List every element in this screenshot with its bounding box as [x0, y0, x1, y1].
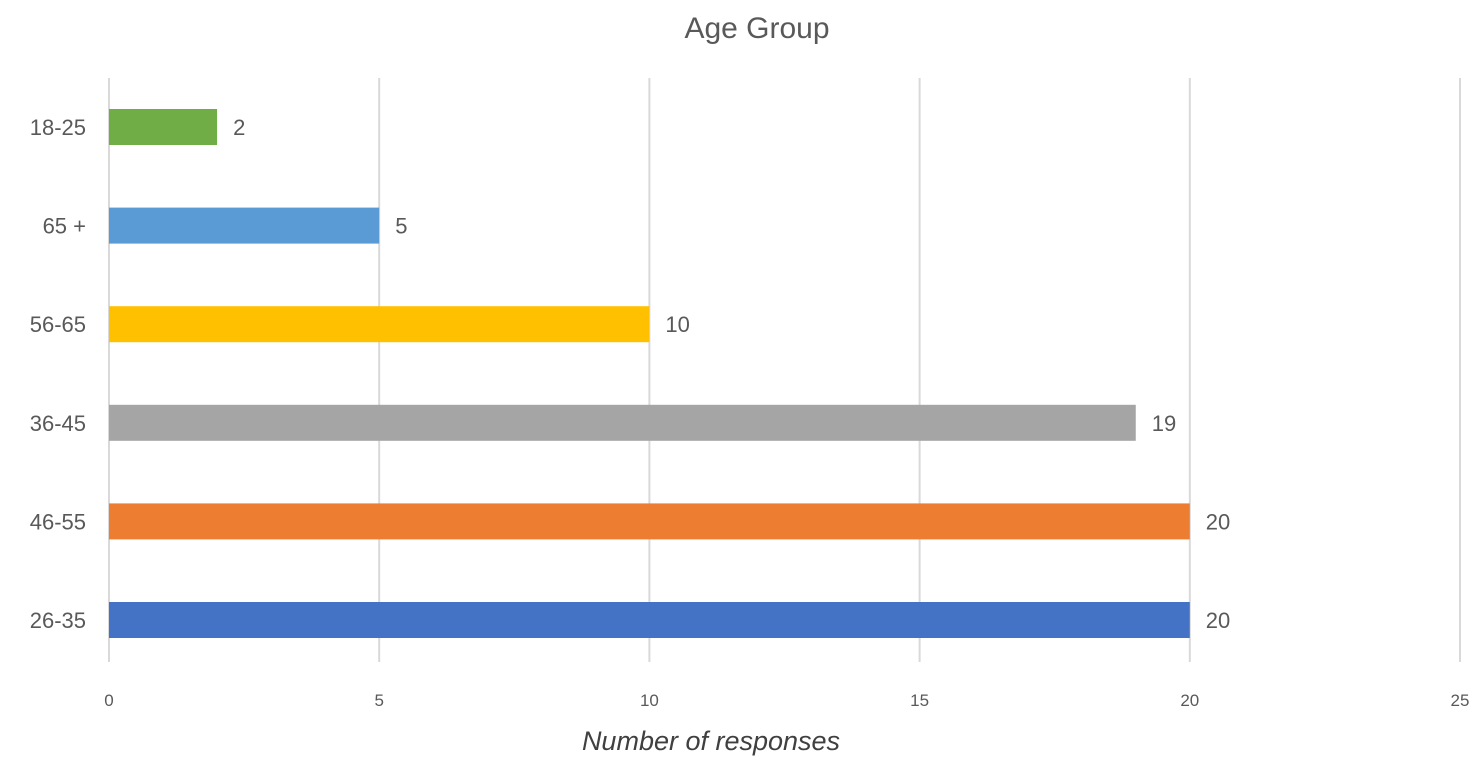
data-label: 2	[233, 115, 245, 140]
x-tick-label-0: 0	[104, 691, 113, 710]
chart-title: Age Group	[684, 12, 829, 45]
category-labels: 18-25 65 + 56-65 36-45 46-55 26-35	[30, 115, 86, 633]
x-tick-label-25: 25	[1451, 691, 1470, 710]
x-tick-label-10: 10	[640, 691, 659, 710]
data-label: 5	[395, 214, 407, 239]
category-label: 36-45	[30, 411, 86, 436]
data-label: 20	[1206, 509, 1230, 534]
x-axis-ticks: 0 5 10 15 20 25	[104, 691, 1469, 710]
category-label: 56-65	[30, 312, 86, 337]
gridlines	[108, 78, 1461, 662]
data-label: 19	[1152, 411, 1176, 436]
category-label: 46-55	[30, 509, 86, 534]
category-label: 18-25	[30, 115, 86, 140]
category-label: 65 +	[43, 214, 86, 239]
bars	[109, 109, 1190, 638]
bar-46-55	[109, 503, 1190, 540]
bar-26-35	[109, 602, 1190, 638]
bar-65	[109, 207, 380, 244]
bar-36-45	[109, 404, 1136, 441]
category-label: 26-35	[30, 608, 86, 633]
x-axis-title: Number of responses	[582, 726, 840, 756]
x-tick-label-5: 5	[374, 691, 383, 710]
data-labels: 2 5 10 19 20 20	[233, 115, 1230, 633]
x-tick-label-15: 15	[910, 691, 929, 710]
bar-56-65	[109, 306, 650, 343]
data-label: 10	[665, 312, 689, 337]
data-label: 20	[1206, 608, 1230, 633]
bar-18-25	[109, 109, 218, 145]
x-tick-label-20: 20	[1180, 691, 1199, 710]
